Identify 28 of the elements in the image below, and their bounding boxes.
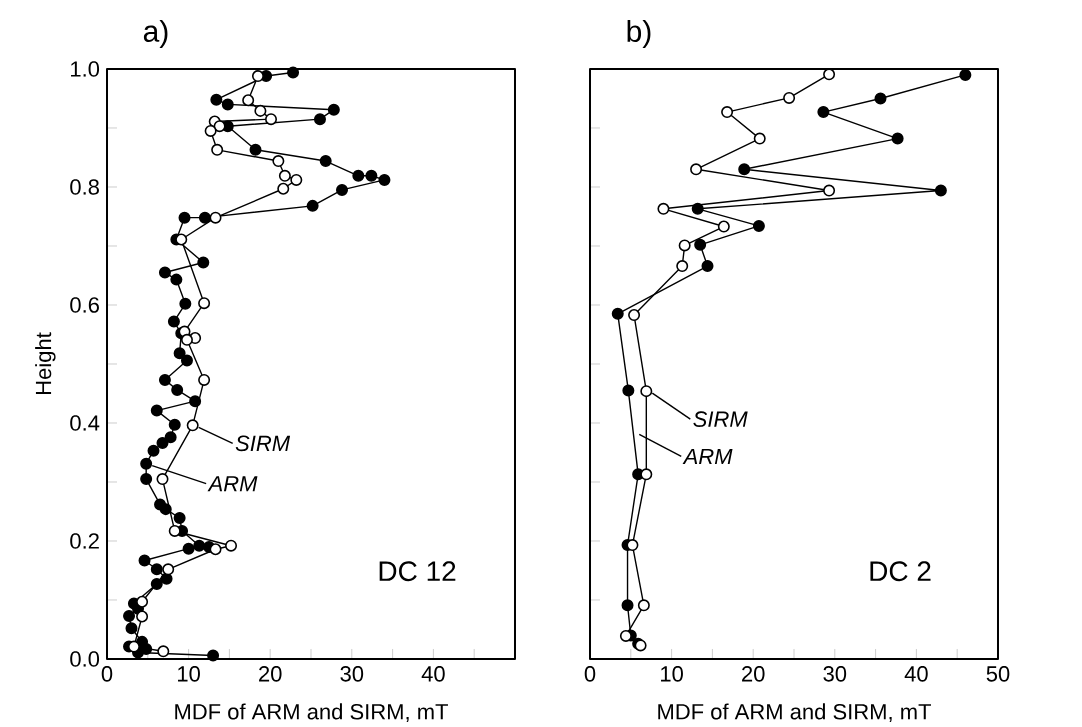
x-tick-label: 30	[823, 666, 847, 682]
x-tick-label: 40	[904, 666, 928, 682]
y-tick-label: 1.0	[71, 61, 100, 77]
chart-title: b)	[627, 19, 651, 48]
legend-label: SIRM	[235, 435, 291, 452]
x-axis-title: MDF of ARM and SIRM, mT	[658, 703, 931, 723]
x-tick-label: 20	[259, 666, 282, 682]
legend-label: ARM	[682, 448, 733, 464]
x-tick-label: 10	[178, 666, 200, 682]
x-tick-label: 40	[421, 666, 445, 682]
x-axis-title: MDF of ARM and SIRM, mT	[175, 703, 448, 723]
y-tick-label: 0.4	[70, 415, 100, 431]
chart-title: a)	[143, 19, 168, 48]
x-tick-label: 30	[340, 666, 364, 682]
x-tick-label: 0	[584, 666, 596, 682]
x-tick-label: 50	[986, 666, 1010, 682]
y-tick-label: 0.8	[70, 179, 99, 195]
legend-label: ARM	[207, 476, 258, 492]
y-tick-label: 0.2	[70, 533, 99, 549]
legend-label: SIRM	[693, 411, 748, 427]
y-tick-label: 0.0	[70, 651, 100, 667]
annotation: DC 12	[379, 561, 456, 582]
y-axis-title: Height	[35, 332, 56, 394]
y-tick-label: 0.6	[70, 297, 99, 313]
x-tick-label: 20	[742, 666, 765, 682]
x-tick-label: 10	[661, 666, 683, 682]
x-tick-label: 0	[101, 666, 113, 682]
annotation: DC 2	[870, 561, 931, 582]
